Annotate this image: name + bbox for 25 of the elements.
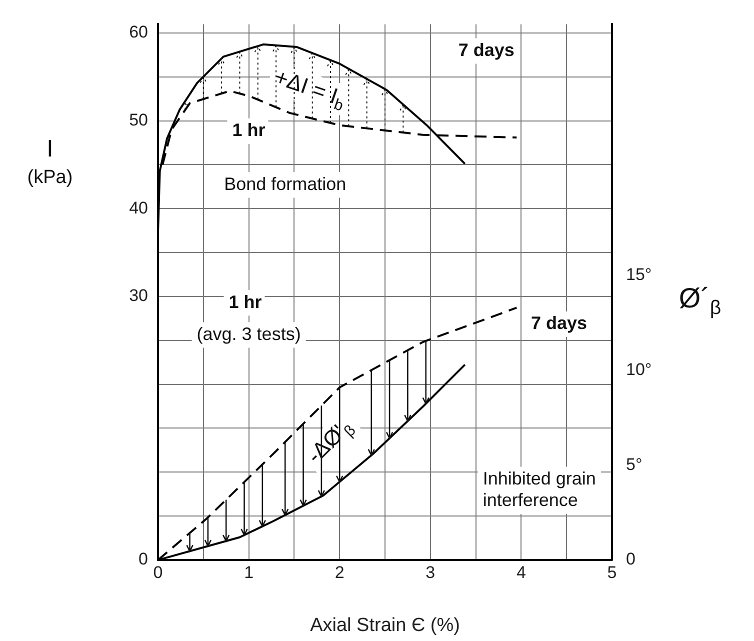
- annotation: Inhibited grain interference: [482, 468, 596, 510]
- annotation: +ΔI = Ib: [272, 64, 346, 115]
- annotation: Bond formation: [224, 174, 346, 194]
- y-tick-label: 30: [129, 286, 148, 306]
- annotation: 1 hr: [232, 120, 266, 140]
- y-tick-label: 60: [129, 22, 148, 42]
- x-tick-label: 4: [516, 562, 526, 582]
- y-axis-title: I (kPa): [27, 136, 73, 188]
- y2-tick-label: 10°: [626, 360, 652, 380]
- y-tick-label: 50: [129, 110, 148, 130]
- y2-tick-label: 15°: [626, 265, 652, 284]
- annotation: 1 hr: [228, 292, 262, 312]
- annotation: 7 days: [458, 40, 514, 60]
- y-tick-label: 40: [129, 198, 148, 218]
- y2-tick-label: 5°: [626, 454, 642, 474]
- x-tick-label: 1: [244, 562, 254, 582]
- x-tick-label: 2: [334, 562, 344, 582]
- y-tick-label: 0: [138, 550, 148, 569]
- y2-tick-label: 0: [626, 550, 636, 569]
- annotation: 7 days: [531, 313, 588, 334]
- x-tick-label: 3: [426, 562, 436, 582]
- x-axis-title: Axial Strain Є (%): [310, 614, 460, 636]
- annotation: (avg. 3 tests): [196, 324, 301, 344]
- x-tick-label: 5: [607, 562, 617, 582]
- x-tick-label: 0: [153, 562, 163, 582]
